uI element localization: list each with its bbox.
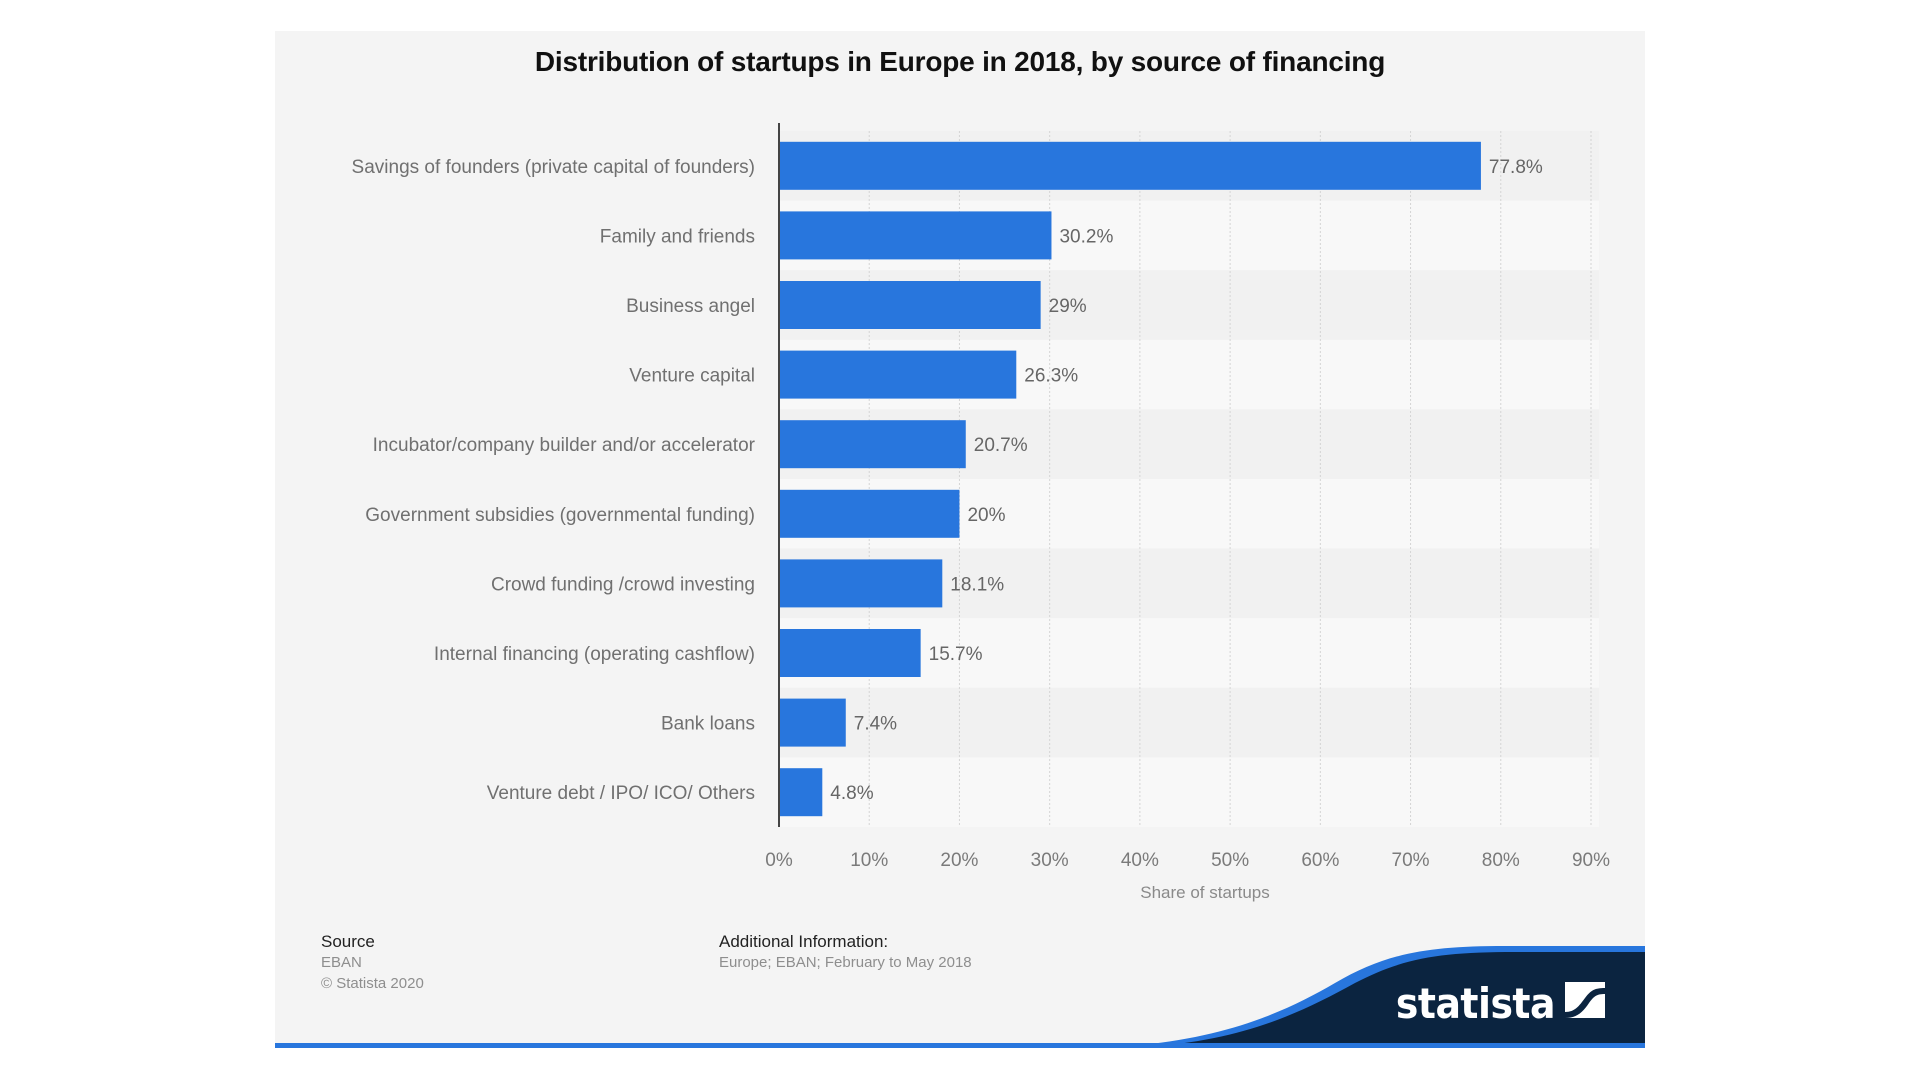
category-labels: Savings of founders (private capital of … bbox=[352, 157, 756, 804]
value-label: 26.3% bbox=[1024, 366, 1078, 387]
value-label: 30.2% bbox=[1059, 226, 1113, 247]
bars bbox=[779, 141, 1481, 817]
x-tick-label: 60% bbox=[1301, 850, 1339, 871]
bar bbox=[779, 768, 823, 817]
copyright: © Statista 2020 bbox=[321, 975, 424, 992]
bar bbox=[779, 211, 1052, 260]
x-tick-label: 80% bbox=[1482, 850, 1520, 871]
x-tick-label: 50% bbox=[1211, 850, 1249, 871]
category-label: Family and friends bbox=[600, 226, 755, 247]
value-label: 7.4% bbox=[854, 714, 897, 735]
category-label: Venture capital bbox=[629, 366, 755, 387]
additional-info-heading: Additional Information: bbox=[719, 932, 889, 951]
x-tick-label: 90% bbox=[1572, 850, 1610, 871]
value-label: 20.7% bbox=[974, 435, 1028, 456]
brand-banner bbox=[1085, 946, 1645, 1048]
bottom-accent-line bbox=[275, 1043, 1645, 1048]
chart-card: Distribution of startups in Europe in 20… bbox=[275, 31, 1645, 1048]
category-label: Crowd funding /crowd investing bbox=[491, 574, 755, 595]
x-axis-title: Share of startups bbox=[1140, 883, 1269, 902]
x-tick-label: 0% bbox=[765, 850, 793, 871]
bar bbox=[779, 420, 966, 469]
x-tick-labels: 0% 10% 20% 30% 40% 50% 60% 70% 80% 90% bbox=[765, 850, 1610, 871]
value-labels: 77.8% 30.2% 29% 26.3% 20.7% 20% 18.1% 15.7% 7.4%… bbox=[830, 157, 1543, 804]
category-label: Internal financing (operating cashflow) bbox=[434, 644, 755, 665]
x-tick-label: 20% bbox=[940, 850, 978, 871]
x-tick-label: 30% bbox=[1031, 850, 1069, 871]
category-label: Bank loans bbox=[661, 714, 755, 735]
x-tick-label: 40% bbox=[1121, 850, 1159, 871]
source-block: Source EBAN © Statista 2020 bbox=[321, 931, 424, 994]
x-tick-label: 10% bbox=[850, 850, 888, 871]
bar bbox=[779, 698, 846, 747]
source-name[interactable]: EBAN bbox=[321, 954, 362, 971]
source-heading: Source bbox=[321, 932, 375, 951]
row-band bbox=[779, 687, 1599, 758]
category-label: Government subsidies (governmental fundi… bbox=[365, 505, 755, 526]
value-label: 4.8% bbox=[830, 783, 873, 804]
additional-info-text: Europe; EBAN; February to May 2018 bbox=[719, 954, 972, 971]
bar bbox=[779, 281, 1041, 329]
bar bbox=[779, 559, 943, 608]
bar bbox=[779, 141, 1481, 190]
x-tick-label: 70% bbox=[1392, 850, 1430, 871]
category-label: Savings of founders (private capital of … bbox=[352, 157, 755, 178]
value-label: 18.1% bbox=[950, 574, 1004, 595]
value-label: 15.7% bbox=[929, 644, 983, 665]
bar bbox=[779, 350, 1017, 399]
statista-wordmark[interactable]: statista bbox=[1395, 979, 1556, 1028]
bar bbox=[779, 629, 921, 677]
row-band bbox=[779, 757, 1599, 827]
bar-chart: Savings of founders (private capital of … bbox=[352, 123, 1610, 902]
bar bbox=[779, 489, 960, 538]
statista-logo-icon bbox=[1565, 982, 1605, 1018]
value-label: 20% bbox=[967, 505, 1005, 526]
category-label: Business angel bbox=[626, 296, 755, 317]
value-label: 77.8% bbox=[1489, 157, 1543, 178]
gridlines bbox=[868, 131, 1592, 827]
value-label: 29% bbox=[1049, 296, 1087, 317]
category-label: Venture debt / IPO/ ICO/ Others bbox=[487, 783, 755, 804]
additional-info-block: Additional Information: Europe; EBAN; Fe… bbox=[719, 931, 972, 973]
chart-title: Distribution of startups in Europe in 20… bbox=[534, 46, 1386, 77]
category-label: Incubator/company builder and/or acceler… bbox=[373, 435, 756, 456]
